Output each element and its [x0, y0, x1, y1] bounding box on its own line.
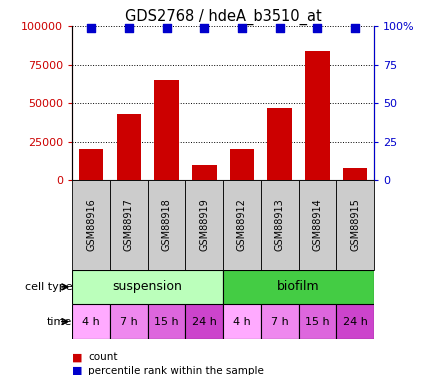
Text: 24 h: 24 h — [192, 316, 217, 327]
Text: 7 h: 7 h — [120, 316, 138, 327]
Bar — [305, 51, 330, 180]
Point — [201, 25, 208, 31]
Text: GSM88915: GSM88915 — [350, 199, 360, 251]
Text: 4 h: 4 h — [233, 316, 251, 327]
Text: GSM88918: GSM88918 — [162, 199, 172, 251]
Bar — [336, 304, 374, 339]
Point — [238, 25, 245, 31]
Text: GSM88914: GSM88914 — [312, 199, 323, 251]
Bar — [72, 304, 110, 339]
Text: percentile rank within the sample: percentile rank within the sample — [88, 366, 264, 375]
Text: 4 h: 4 h — [82, 316, 100, 327]
Bar — [223, 180, 261, 270]
Bar — [79, 149, 103, 180]
Point — [352, 25, 359, 31]
Bar — [110, 304, 148, 339]
Text: GSM88917: GSM88917 — [124, 199, 134, 251]
Bar — [72, 180, 110, 270]
Bar — [298, 304, 336, 339]
Bar — [267, 108, 292, 180]
Text: ■: ■ — [72, 352, 83, 363]
Bar — [230, 149, 254, 180]
Point — [163, 25, 170, 31]
Bar — [223, 304, 261, 339]
Bar — [336, 180, 374, 270]
Bar — [148, 304, 185, 339]
Text: 24 h: 24 h — [343, 316, 368, 327]
Bar — [298, 180, 336, 270]
Text: 15 h: 15 h — [154, 316, 179, 327]
Point — [125, 25, 132, 31]
Text: GSM88912: GSM88912 — [237, 199, 247, 251]
Text: GSM88913: GSM88913 — [275, 199, 285, 251]
Point — [314, 25, 321, 31]
Text: 7 h: 7 h — [271, 316, 289, 327]
Text: 15 h: 15 h — [305, 316, 330, 327]
Text: ■: ■ — [72, 366, 83, 375]
Bar — [185, 304, 223, 339]
Text: GSM88916: GSM88916 — [86, 199, 96, 251]
Bar — [261, 304, 298, 339]
Text: count: count — [88, 352, 118, 363]
Point — [276, 25, 283, 31]
Text: cell type: cell type — [25, 282, 72, 292]
Text: biofilm: biofilm — [277, 280, 320, 293]
Text: GSM88919: GSM88919 — [199, 199, 209, 251]
Bar — [154, 80, 179, 180]
Bar — [192, 165, 216, 180]
Bar — [148, 180, 185, 270]
Text: time: time — [47, 316, 72, 327]
Bar — [116, 114, 141, 180]
Bar — [223, 270, 374, 304]
Bar — [185, 180, 223, 270]
Point — [88, 25, 94, 31]
Text: suspension: suspension — [113, 280, 183, 293]
Bar — [261, 180, 298, 270]
Bar — [343, 168, 367, 180]
Title: GDS2768 / hdeA_b3510_at: GDS2768 / hdeA_b3510_at — [125, 9, 321, 25]
Bar — [72, 270, 223, 304]
Bar — [110, 180, 148, 270]
